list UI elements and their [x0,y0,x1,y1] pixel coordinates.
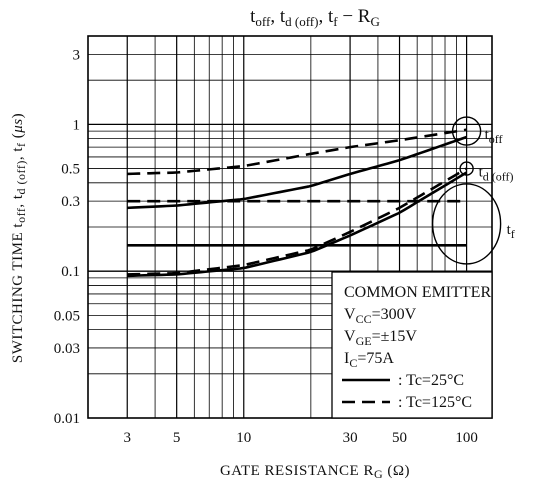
x-tick-label: 3 [123,430,131,446]
x-tick-labels: 3 5 10 30 50 100 [123,430,477,446]
y-tick-label: 1 [73,117,81,133]
x-tick-label: 30 [343,430,358,446]
y-tick-label: 0.05 [54,308,80,324]
toff-125c-curve [127,128,467,176]
curve-annotations: toff td (off) tf [431,116,515,265]
toff-marker-circle [451,116,482,146]
tf-curve-label: tf [507,222,515,241]
tdoff-125c-curve [127,167,468,276]
x-axis-label: GATE RESISTANCE RG (Ω) [220,463,410,481]
x-tick-label: 10 [236,430,251,446]
y-tick-label: 0.01 [54,411,80,427]
toff-25c-curve [127,135,468,210]
legend-vge: VGE=±15V [344,328,417,348]
series-curves [127,128,468,278]
x-tick-label: 50 [392,430,407,446]
tdoff-25c-curve [127,171,468,278]
y-tick-label: 0.03 [54,341,80,357]
legend-entry-label: : Tc=25°C [398,372,464,389]
y-tick-label: 3 [73,47,81,63]
legend-vcc: VCC=300V [344,306,417,326]
y-tick-label: 0.5 [61,162,80,178]
tdoff-curve-label: td (off) [479,165,514,184]
toff-curve-label: toff [485,127,503,146]
tf-marker-ellipse [431,183,502,265]
x-tick-label: 5 [173,430,181,446]
y-axis-label: SWITCHING TIME toff, td (off), tf (μs) [10,113,28,363]
y-tick-label: 0.1 [61,264,80,280]
legend-ic: IC=75A [344,350,394,370]
tdoff-marker-circle [459,161,474,176]
legend-heading: COMMON EMITTER [344,284,491,301]
y-tick-label: 0.3 [61,194,80,210]
x-tick-label: 100 [455,430,478,446]
legend-entry-label: : Tc=125°C [398,394,472,411]
y-tick-labels: 0.01 0.03 0.05 0.1 0.3 0.5 1 3 [54,47,80,427]
legend-box [331,271,493,419]
plot-frame [87,35,493,419]
chart-title: toff, td (off), tf − RG [250,6,380,29]
